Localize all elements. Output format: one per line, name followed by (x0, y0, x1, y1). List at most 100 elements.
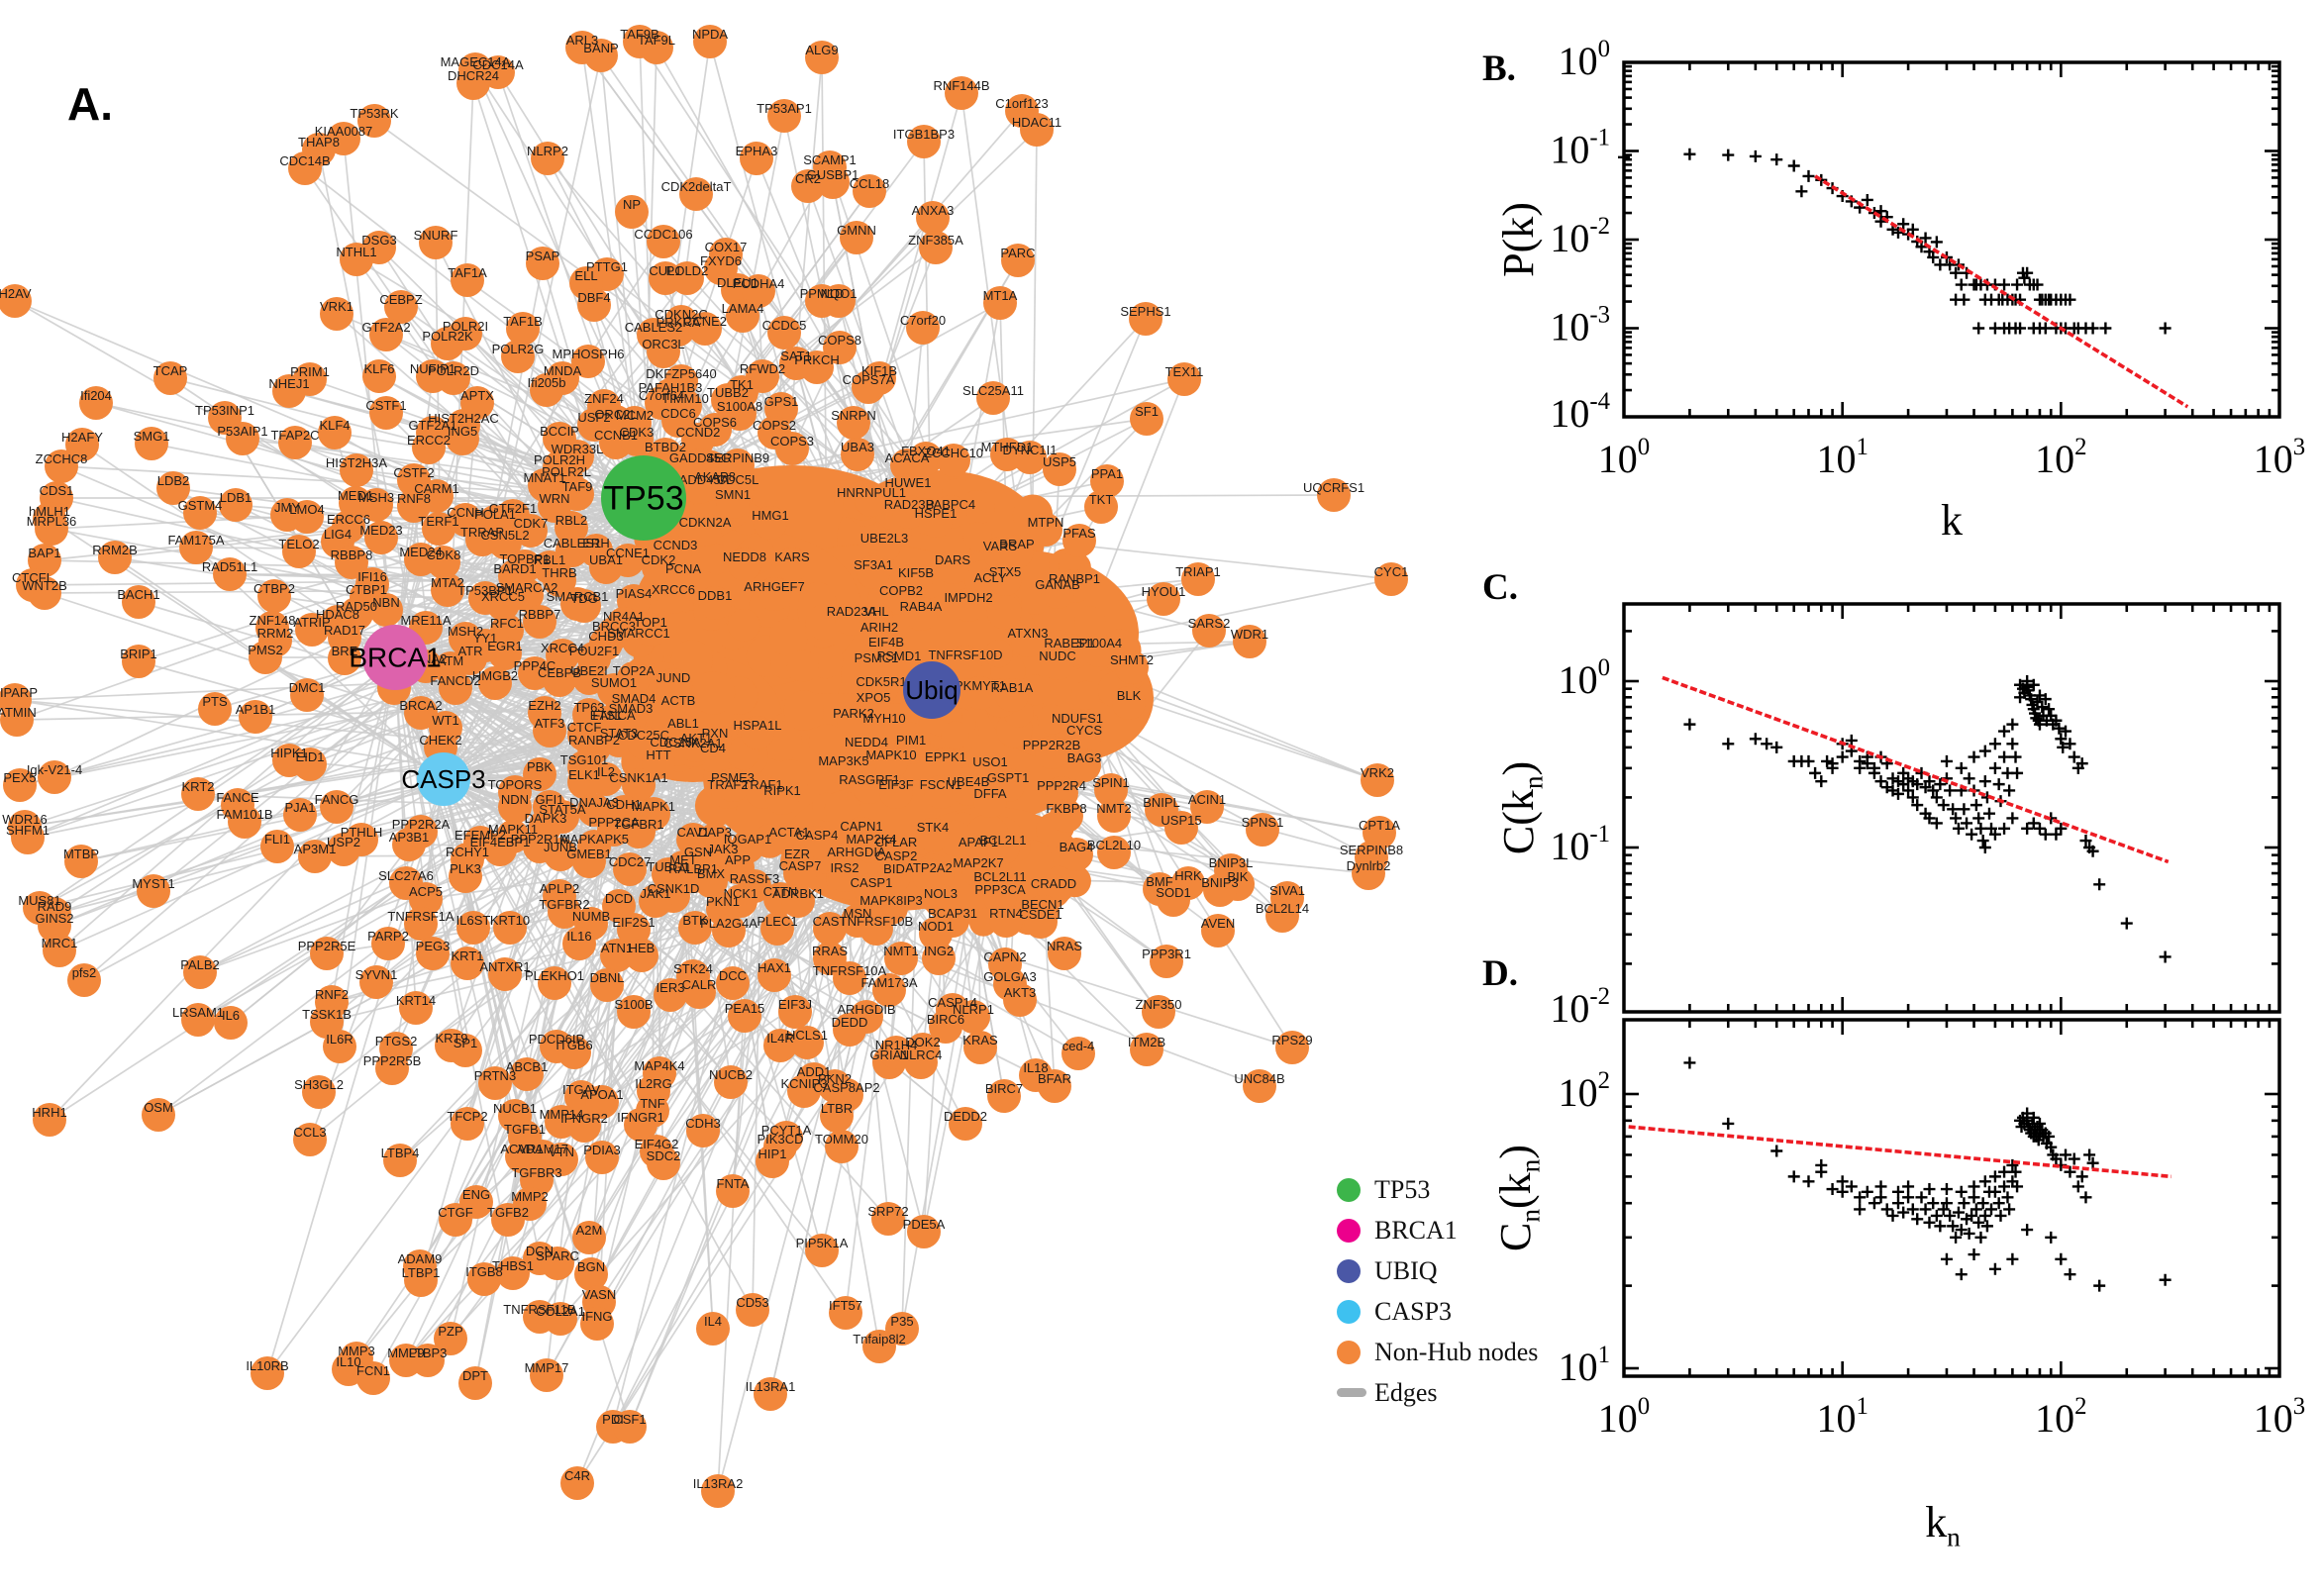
network-node-label: ABCB1 (506, 1059, 549, 1074)
network-node (800, 350, 834, 384)
network-node (431, 327, 464, 360)
network-node-label: TNFRSF10D (928, 648, 1002, 662)
network-node (763, 1029, 797, 1062)
network-node (181, 1003, 215, 1037)
network-node (79, 386, 113, 420)
legend-item: Non-Hub nodes (1337, 1332, 1538, 1372)
network-node-label: HDAC11 (1012, 115, 1061, 130)
network-node (369, 396, 403, 430)
network-node-label: PPP3CA (974, 882, 1026, 897)
network-node-label: NUCB2 (709, 1067, 753, 1082)
svg-text:10-2​: 10-2​ (1550, 983, 1610, 1031)
network-node-label: FAM175A (167, 533, 224, 548)
network-node-label: RNF8 (397, 491, 431, 506)
panel-a-label: A. (67, 78, 113, 130)
network-node (572, 845, 606, 878)
network-node-label: MMP3 (338, 1344, 375, 1358)
network-node-label: CDK5R1 (856, 674, 906, 689)
network-node-label: EZH2 (528, 698, 560, 713)
network-node-label: RALBP1 (668, 861, 718, 876)
network-node-label: ALG9 (805, 43, 838, 57)
network-node-label: MCM2 (616, 408, 654, 423)
network-node-label: KIF1B (861, 363, 897, 378)
network-node (45, 449, 78, 483)
network-node (65, 428, 99, 461)
network-node-label: PARK2 (833, 706, 874, 721)
network-node-label: KRAS (962, 1033, 998, 1047)
network-node-label: THBS1 (492, 1258, 534, 1273)
network-node-label: KCNIP3 (781, 1076, 828, 1091)
legend-item-label: UBIQ (1374, 1255, 1438, 1285)
network-node-label: WRN (539, 491, 569, 506)
network-node (359, 965, 393, 999)
network-node-label: APLP2 (540, 881, 579, 896)
network-node-label: CSNK1D (648, 881, 700, 896)
network-node-label: WT1 (432, 713, 458, 728)
network-node (857, 555, 890, 589)
network-node-label: UBE4B (948, 774, 990, 789)
network-node (488, 637, 522, 670)
network-node (681, 423, 715, 456)
network-node (879, 775, 913, 809)
network-node (833, 961, 866, 995)
network-node-label: TFCP2 (447, 1109, 487, 1124)
network-node-label: MSH3 (358, 490, 394, 505)
network-node (530, 1358, 563, 1392)
network-node-label: CDC14B (279, 153, 330, 168)
network-node (302, 1075, 336, 1109)
network-node (478, 666, 512, 700)
network-node (451, 263, 484, 297)
network-node (617, 913, 651, 947)
network-node (270, 498, 304, 532)
network-node (712, 914, 746, 948)
network-node-label: BIRC6 (927, 1012, 964, 1027)
network-node (371, 927, 405, 960)
network-node (35, 512, 68, 546)
network-node-label: UBE2I (570, 663, 608, 678)
network-node (467, 1262, 501, 1296)
network-node-label: MET (669, 852, 697, 867)
network-node-label: STX5 (989, 564, 1022, 579)
network-node-label: HDAC8 (316, 607, 359, 622)
network-node (493, 911, 527, 945)
network-node-label: GMEB1 (566, 847, 612, 861)
network-node-label: GADD45A (669, 472, 730, 487)
network-node-label: FBXO41 (901, 444, 951, 458)
legend-item: CASP3 (1337, 1291, 1538, 1332)
network-node (1003, 983, 1037, 1017)
network-node-label: PPP2R5E (298, 939, 356, 953)
network-node (963, 1031, 997, 1064)
network-node-label: RANBP2 (568, 733, 620, 748)
scatter-points (1618, 148, 2172, 335)
network-node-label: IL10RB (246, 1358, 288, 1373)
network-node (740, 142, 773, 175)
network-node (952, 588, 985, 622)
network-node-label: IFI16 (357, 569, 387, 584)
network-node-label: BCCIP (540, 424, 579, 439)
network-node-label: JUND (656, 670, 691, 685)
network-node (295, 613, 329, 647)
network-node-label: TSG101 (560, 752, 608, 767)
network-node-label: ZNF385A (908, 233, 963, 248)
network-node (613, 1410, 647, 1444)
network-node (1067, 748, 1101, 782)
charts-panel: 100​101​102​103​100​10-1​10-2​10-3​10-4​… (1491, 36, 2305, 1552)
network-node-label: DBF4 (577, 290, 610, 305)
network-node-label: BRAP (999, 537, 1034, 551)
network-node-label: JAK1 (640, 886, 670, 901)
network-node-label: PTS (202, 694, 228, 709)
network-node (1246, 813, 1279, 847)
network-node-label: ATRIP (293, 615, 330, 630)
network-node-label: NLRP2 (527, 144, 568, 158)
network-node-label: CTGF (438, 1205, 472, 1220)
network-node (214, 1006, 248, 1040)
network-node-label: AKT1 (680, 731, 713, 746)
network-node-label: GANAB (1035, 577, 1080, 592)
network-node (33, 1103, 66, 1137)
network-node-label: FSCN1 (920, 777, 962, 792)
network-node-label: RFC1 (490, 616, 524, 631)
network-node-label: GOLGA3 (983, 969, 1036, 984)
network-node (716, 966, 750, 1000)
network-node-label: SIVA1 (1269, 883, 1305, 898)
network-node (929, 1010, 962, 1044)
